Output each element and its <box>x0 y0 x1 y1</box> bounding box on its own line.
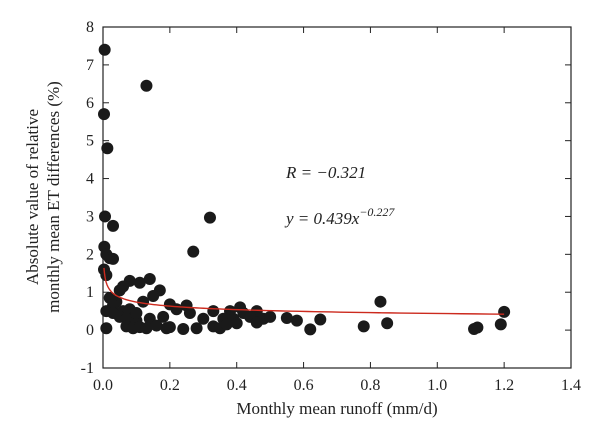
y-tick-label: 1 <box>86 284 94 301</box>
data-point <box>250 316 263 329</box>
data-point <box>170 303 183 316</box>
data-points <box>98 43 511 336</box>
x-tick-label: 0.0 <box>93 377 113 394</box>
y-tick-label: 7 <box>86 57 94 74</box>
data-point <box>107 252 120 265</box>
x-tick-label: 1.2 <box>494 377 514 394</box>
x-axis-label: Monthly mean runoff (mm/d) <box>236 399 437 418</box>
fit-curve <box>103 267 505 315</box>
y-tick-label: -1 <box>81 360 94 377</box>
data-point <box>137 295 150 308</box>
y-tick-label: 8 <box>86 19 94 36</box>
data-point <box>498 305 511 318</box>
data-point <box>220 318 233 331</box>
correlation-annotation: R = −0.321 <box>285 163 366 182</box>
data-point <box>163 321 176 334</box>
data-point <box>264 310 277 323</box>
data-point <box>190 322 203 335</box>
data-point <box>99 210 112 223</box>
data-point <box>207 305 220 318</box>
data-point <box>100 269 113 282</box>
y-tick-label: 6 <box>86 95 94 112</box>
data-point <box>357 320 370 333</box>
x-tick-label: 0.4 <box>227 377 247 394</box>
data-point <box>183 307 196 320</box>
data-point <box>98 43 111 56</box>
x-tick-label: 1.0 <box>427 377 447 394</box>
y-tick-label: 3 <box>86 208 94 225</box>
data-point <box>314 313 327 326</box>
data-point <box>374 295 387 308</box>
data-point <box>140 322 153 335</box>
x-tick-label: 0.2 <box>160 377 180 394</box>
y-axis-label: Absolute value of relative monthly mean … <box>23 81 63 313</box>
data-point <box>304 323 317 336</box>
data-point <box>290 314 303 327</box>
data-point <box>130 307 143 320</box>
data-point <box>203 211 216 224</box>
y-axis-label-line-2: monthly mean ET differences (%) <box>44 81 63 313</box>
axis-ticks: 0.0 0.2 0.4 0.6 0.8 1.0 1.2 1.4 -1 0 1 2 3 4 5 6 7 8 <box>81 19 581 394</box>
y-tick-label: 5 <box>86 133 94 150</box>
data-point <box>177 322 190 335</box>
y-tick-label: 4 <box>86 171 94 188</box>
plot-frame <box>102 26 572 369</box>
data-point <box>150 319 163 332</box>
data-point <box>133 276 146 289</box>
fit-equation-exponent: −0.227 <box>359 205 395 219</box>
data-point <box>187 245 200 258</box>
fit-equation-base: y = 0.439x <box>284 209 360 228</box>
data-point <box>280 311 293 324</box>
data-point <box>197 312 210 325</box>
data-point <box>98 108 111 121</box>
data-point <box>157 310 170 323</box>
y-tick-label: 0 <box>86 322 94 339</box>
data-point <box>101 142 114 155</box>
fit-equation-annotation: y = 0.439x−0.227 <box>284 205 395 228</box>
x-tick-label: 0.6 <box>294 377 314 394</box>
data-point <box>381 317 394 330</box>
data-point <box>113 284 126 297</box>
data-point <box>230 317 243 330</box>
data-point <box>143 272 156 285</box>
data-point <box>107 307 120 320</box>
data-point <box>140 79 153 92</box>
data-point <box>107 219 120 232</box>
data-point <box>494 318 507 331</box>
y-tick-label: 2 <box>86 246 94 263</box>
data-point <box>147 290 160 303</box>
data-point <box>471 321 484 334</box>
data-point <box>100 322 113 335</box>
x-tick-label: 1.4 <box>561 377 581 394</box>
y-axis-label-line-1: Absolute value of relative <box>23 109 42 285</box>
x-tick-label: 0.8 <box>360 377 380 394</box>
